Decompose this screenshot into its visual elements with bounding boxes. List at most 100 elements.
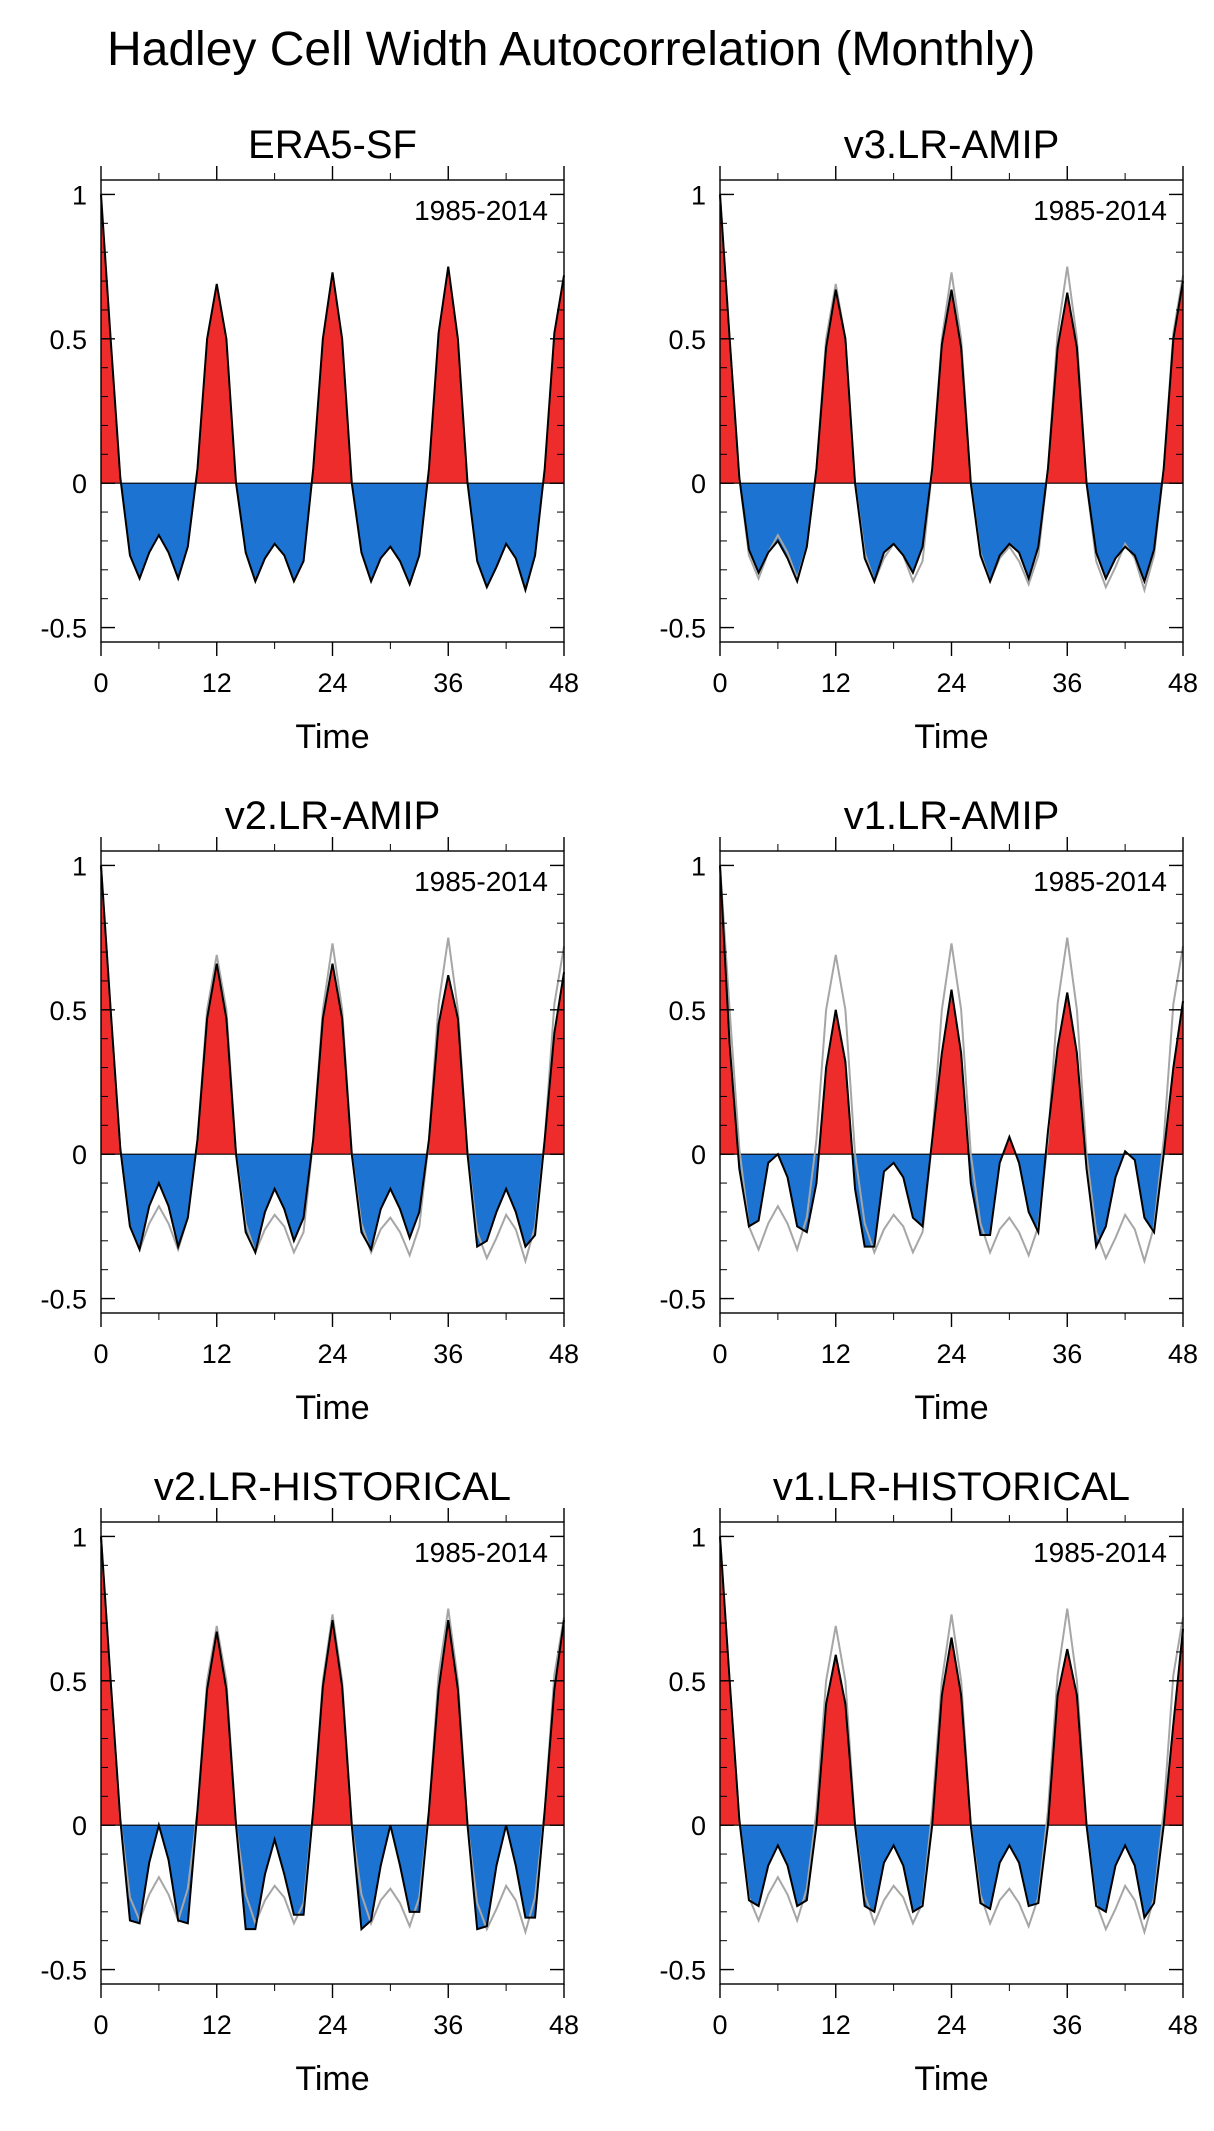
x-tick-label: 24 [317,1339,347,1369]
y-tick-label: 0.5 [668,1667,706,1697]
x-tick-label: 48 [549,2010,579,2040]
y-tick-label: 0 [691,469,706,499]
x-tick-label: 0 [93,2010,108,2040]
y-tick-label: 0 [72,469,87,499]
period-annotation: 1985-2014 [1033,866,1167,897]
y-tick-label: 0 [691,1811,706,1841]
x-axis-label: Time [295,1389,369,1427]
y-tick-label: 0.5 [668,996,706,1026]
x-tick-label: 48 [549,1339,579,1369]
x-tick-label: 12 [202,668,232,698]
positive-area [101,194,564,484]
x-axis-label: Time [914,1389,988,1427]
x-tick-label: 48 [1168,2010,1198,2040]
y-tick-label: 0.5 [668,325,706,355]
y-tick-label: -0.5 [659,1285,706,1315]
model-series-line [719,194,1184,585]
model-series-line [100,1536,565,1932]
x-tick-label: 0 [712,1339,727,1369]
positive-area [101,865,564,1155]
negative-area [101,483,564,591]
x-tick-label: 48 [1168,1339,1198,1369]
panel-title: v2.LR-AMIP [225,794,441,838]
positive-area [720,194,1183,484]
negative-area [101,1825,564,1930]
y-tick-label: 0.5 [49,325,87,355]
panel-title: v1.LR-HISTORICAL [773,1465,1130,1509]
x-axis-label: Time [295,2060,369,2098]
y-tick-label: 0 [72,1811,87,1841]
x-tick-label: 48 [549,668,579,698]
period-annotation: 1985-2014 [1033,1537,1167,1568]
x-tick-label: 0 [712,2010,727,2040]
y-tick-label: -0.5 [659,1956,706,1986]
panel-title: ERA5-SF [248,123,417,167]
x-tick-label: 0 [712,668,727,698]
period-annotation: 1985-2014 [414,195,548,226]
y-tick-label: 1 [72,180,87,210]
y-tick-label: -0.5 [40,614,87,644]
model-series-line [100,194,565,594]
y-tick-label: 0.5 [49,1667,87,1697]
y-tick-label: -0.5 [659,614,706,644]
panel-title: v3.LR-AMIP [844,123,1060,167]
x-tick-label: 24 [936,668,966,698]
y-tick-label: 1 [72,1522,87,1552]
x-axis-label: Time [914,718,988,756]
y-tick-label: 1 [691,851,706,881]
x-tick-label: 12 [202,2010,232,2040]
x-tick-label: 36 [433,1339,463,1369]
x-tick-label: 36 [433,668,463,698]
period-annotation: 1985-2014 [1033,195,1167,226]
y-tick-label: 1 [72,851,87,881]
model-series-line [719,865,1184,1251]
panel-title: v1.LR-AMIP [844,794,1060,838]
period-annotation: 1985-2014 [414,866,548,897]
negative-area [720,1154,1183,1247]
x-tick-label: 48 [1168,668,1198,698]
period-annotation: 1985-2014 [414,1537,548,1568]
x-tick-label: 12 [202,1339,232,1369]
model-series-line [719,1536,1184,1921]
y-tick-label: 0 [72,1140,87,1170]
x-tick-label: 24 [317,2010,347,2040]
y-tick-label: -0.5 [40,1956,87,1986]
x-axis-label: Time [295,718,369,756]
x-tick-label: 12 [821,2010,851,2040]
x-tick-label: 36 [1052,1339,1082,1369]
negative-area [101,1154,564,1253]
model-series-line [100,865,565,1256]
x-tick-label: 24 [317,668,347,698]
panel-title: v2.LR-HISTORICAL [154,1465,511,1509]
negative-area [720,483,1183,582]
x-tick-label: 12 [821,668,851,698]
positive-area [101,1536,564,1826]
negative-area [720,1825,1183,1918]
x-tick-label: 36 [1052,2010,1082,2040]
positive-area [720,865,1183,1155]
positive-area [720,1536,1183,1826]
y-tick-label: 1 [691,1522,706,1552]
y-tick-label: 0.5 [49,996,87,1026]
x-tick-label: 24 [936,2010,966,2040]
x-tick-label: 0 [93,668,108,698]
x-tick-label: 12 [821,1339,851,1369]
x-tick-label: 0 [93,1339,108,1369]
figure-title: Hadley Cell Width Autocorrelation (Month… [107,23,1035,76]
y-tick-label: -0.5 [40,1285,87,1315]
reference-series-line [719,1536,1184,1936]
x-axis-label: Time [914,2060,988,2098]
x-tick-label: 36 [433,2010,463,2040]
x-tick-label: 36 [1052,668,1082,698]
reference-series-line [719,865,1184,1265]
x-tick-label: 24 [936,1339,966,1369]
y-tick-label: 0 [691,1140,706,1170]
